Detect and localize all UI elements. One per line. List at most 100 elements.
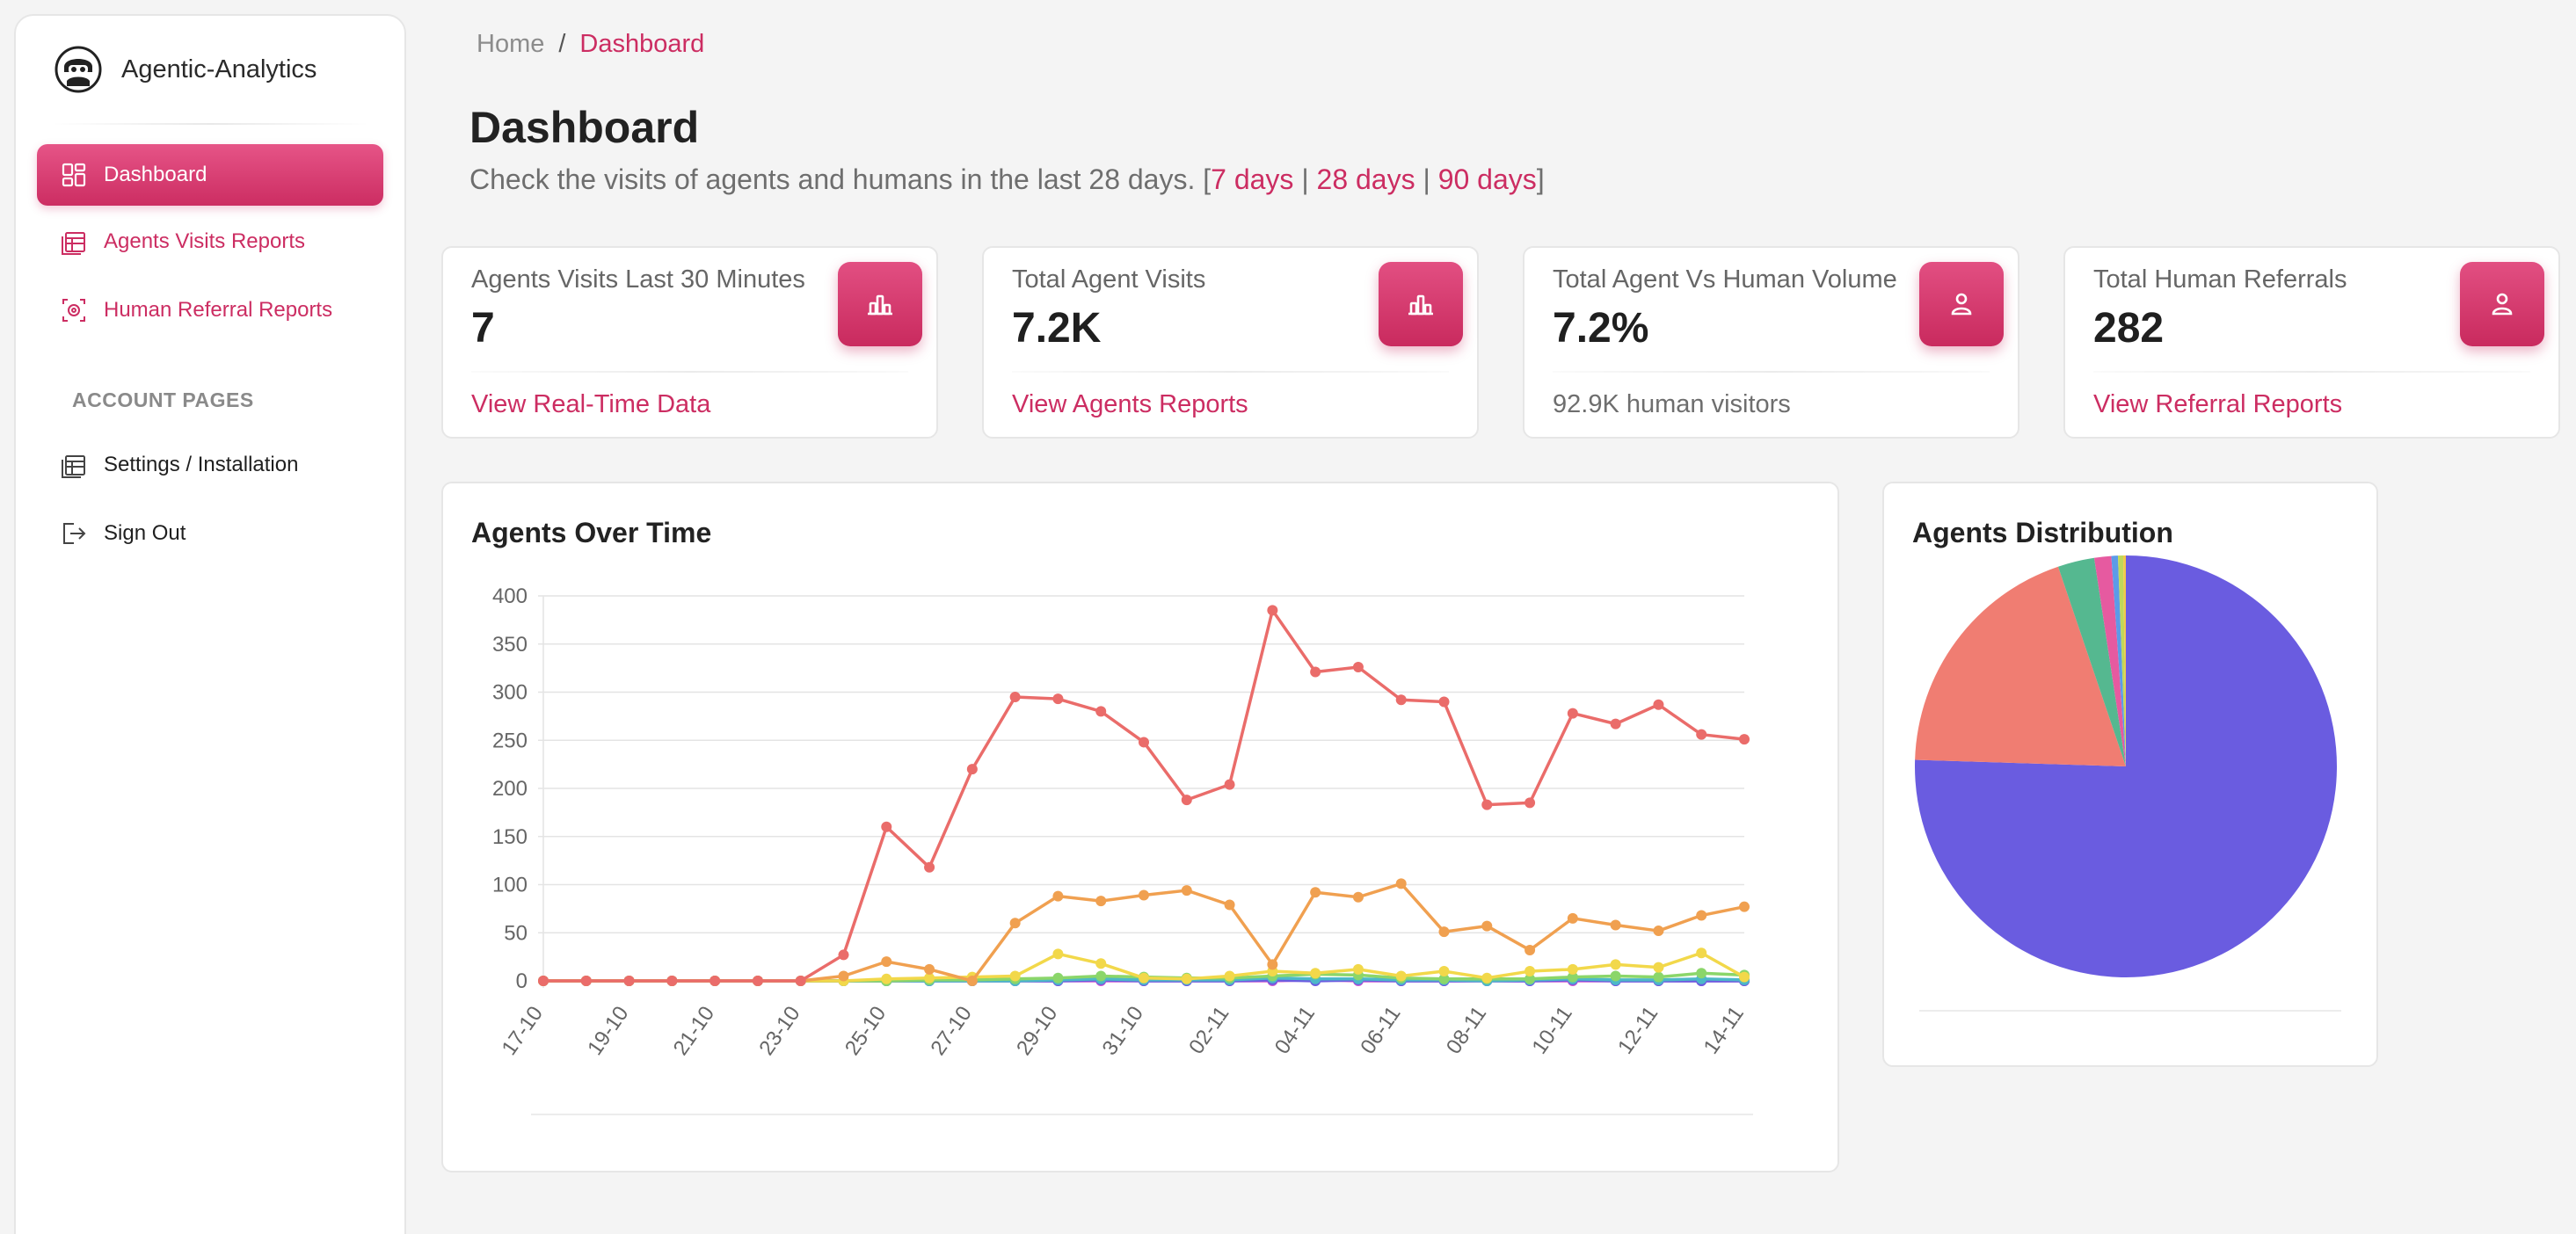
data-point <box>752 976 763 986</box>
range-separator: | <box>1301 163 1309 195</box>
stat-icon-box <box>1379 262 1463 346</box>
data-point <box>623 976 635 986</box>
data-point <box>1438 966 1450 977</box>
table-icon <box>62 232 85 255</box>
data-point <box>1009 918 1021 929</box>
page-title: Dashboard <box>469 103 700 152</box>
data-point <box>1352 891 1364 903</box>
data-point <box>924 861 935 873</box>
data-point <box>1524 973 1536 984</box>
data-point <box>1696 947 1707 959</box>
data-point <box>881 956 892 968</box>
range-28-days-link[interactable]: 28 days <box>1316 163 1415 195</box>
view-real-time-data-link[interactable]: View Real-Time Data <box>471 390 711 418</box>
sidebar-item-human-referral-reports[interactable]: Human Referral Reports <box>37 279 383 341</box>
y-tick-label: 200 <box>492 777 528 801</box>
breadcrumb-current: Dashboard <box>579 30 705 58</box>
sidebar-item-dashboard[interactable]: Dashboard <box>37 144 383 206</box>
data-point <box>1696 968 1707 979</box>
data-point <box>709 976 721 986</box>
data-point <box>1438 926 1450 938</box>
subtitle-closing-bracket: ] <box>1536 163 1545 195</box>
bar-chart-icon <box>1408 294 1433 316</box>
table-icon <box>62 455 85 478</box>
x-tick-label: 29-10 <box>1012 1002 1062 1060</box>
brand[interactable]: Agentic-Analytics <box>55 46 317 93</box>
data-point <box>1567 963 1578 975</box>
agents-over-time-chart: 0 50 100 150 200 250 300 350 400 17-10 19-10 21-10 2… <box>492 584 1753 1115</box>
data-point <box>1224 970 1235 982</box>
data-point <box>881 973 892 984</box>
pie-slice <box>2117 555 2126 766</box>
sidebar-item-label: Human Referral Reports <box>104 298 333 322</box>
data-point <box>1739 734 1750 745</box>
data-point <box>1395 694 1407 706</box>
data-point <box>1481 920 1493 932</box>
data-point <box>838 970 849 982</box>
data-point <box>1567 708 1578 719</box>
sidebar-item-settings-installation[interactable]: Settings / Installation <box>37 434 383 496</box>
data-point <box>1310 666 1321 678</box>
x-tick-label: 25-10 <box>840 1002 891 1060</box>
data-point <box>924 963 935 975</box>
y-tick-label: 150 <box>492 825 528 849</box>
stat-value: 7 <box>471 305 495 352</box>
data-point <box>1052 972 1064 984</box>
view-agents-reports-link[interactable]: View Agents Reports <box>1012 390 1248 418</box>
data-point <box>1095 706 1107 717</box>
agents-distribution-chart <box>1915 555 2341 1012</box>
data-point <box>1052 948 1064 960</box>
x-tick-label: 02-11 <box>1184 1002 1233 1058</box>
account-pages-heading: ACCOUNT PAGES <box>72 388 254 411</box>
data-point <box>1139 889 1149 901</box>
x-tick-label: 31-10 <box>1098 1002 1148 1060</box>
data-point <box>1610 718 1621 730</box>
x-tick-label: 27-10 <box>926 1002 976 1060</box>
stat-card-total-human-referrals: Total Human Referrals 282 View Referral … <box>2063 246 2560 439</box>
referral-icon <box>62 299 85 322</box>
sidebar-item-label: Sign Out <box>104 521 186 545</box>
pie-slice <box>2122 555 2126 766</box>
stat-value: 7.2% <box>1553 305 1649 352</box>
x-tick-label: 21-10 <box>669 1002 719 1060</box>
data-point <box>580 976 592 986</box>
range-90-days-link[interactable]: 90 days <box>1437 163 1537 195</box>
sidebar-item-agents-visits-reports[interactable]: Agents Visits Reports <box>37 211 383 272</box>
y-tick-label: 0 <box>516 969 528 993</box>
stat-label: Total Agent Visits <box>1012 265 1206 294</box>
pie-slice <box>1915 566 2126 766</box>
y-tick-label: 400 <box>492 584 528 608</box>
data-point <box>538 976 549 986</box>
sidebar-item-sign-out[interactable]: Sign Out <box>37 503 383 564</box>
range-7-days-link[interactable]: 7 days <box>1211 163 1294 195</box>
user-icon <box>2492 293 2513 316</box>
y-tick-label: 300 <box>492 681 528 705</box>
data-point <box>1696 910 1707 921</box>
data-point <box>1567 912 1578 924</box>
user-icon <box>1951 293 1972 316</box>
human-visitors-count: 92.9K human visitors <box>1553 390 1791 418</box>
data-point <box>1481 799 1493 810</box>
data-point <box>1267 959 1278 970</box>
data-point <box>1481 972 1493 984</box>
stat-card-total-agent-visits: Total Agent Visits 7.2K View Agents Repo… <box>982 246 1479 439</box>
data-point <box>795 976 806 986</box>
x-tick-label: 06-11 <box>1356 1002 1405 1058</box>
data-point <box>1267 605 1278 616</box>
sign-out-icon <box>63 523 86 544</box>
data-point <box>1095 958 1107 969</box>
data-point <box>1139 737 1149 748</box>
data-point <box>1310 968 1321 979</box>
stat-icon-box <box>1919 262 2004 346</box>
breadcrumb-home-link[interactable]: Home <box>477 30 545 58</box>
data-point <box>1352 963 1364 975</box>
range-separator: | <box>1423 163 1430 195</box>
stat-divider <box>1553 371 1990 373</box>
data-point <box>666 976 678 986</box>
sidebar-item-label: Settings / Installation <box>104 453 299 476</box>
y-tick-label: 100 <box>492 874 528 897</box>
stat-label: Total Human Referrals <box>2093 265 2347 294</box>
subtitle-text: Check the visits of agents and humans in… <box>469 163 1212 195</box>
data-point <box>1052 693 1064 705</box>
view-referral-reports-link[interactable]: View Referral Reports <box>2093 390 2343 418</box>
